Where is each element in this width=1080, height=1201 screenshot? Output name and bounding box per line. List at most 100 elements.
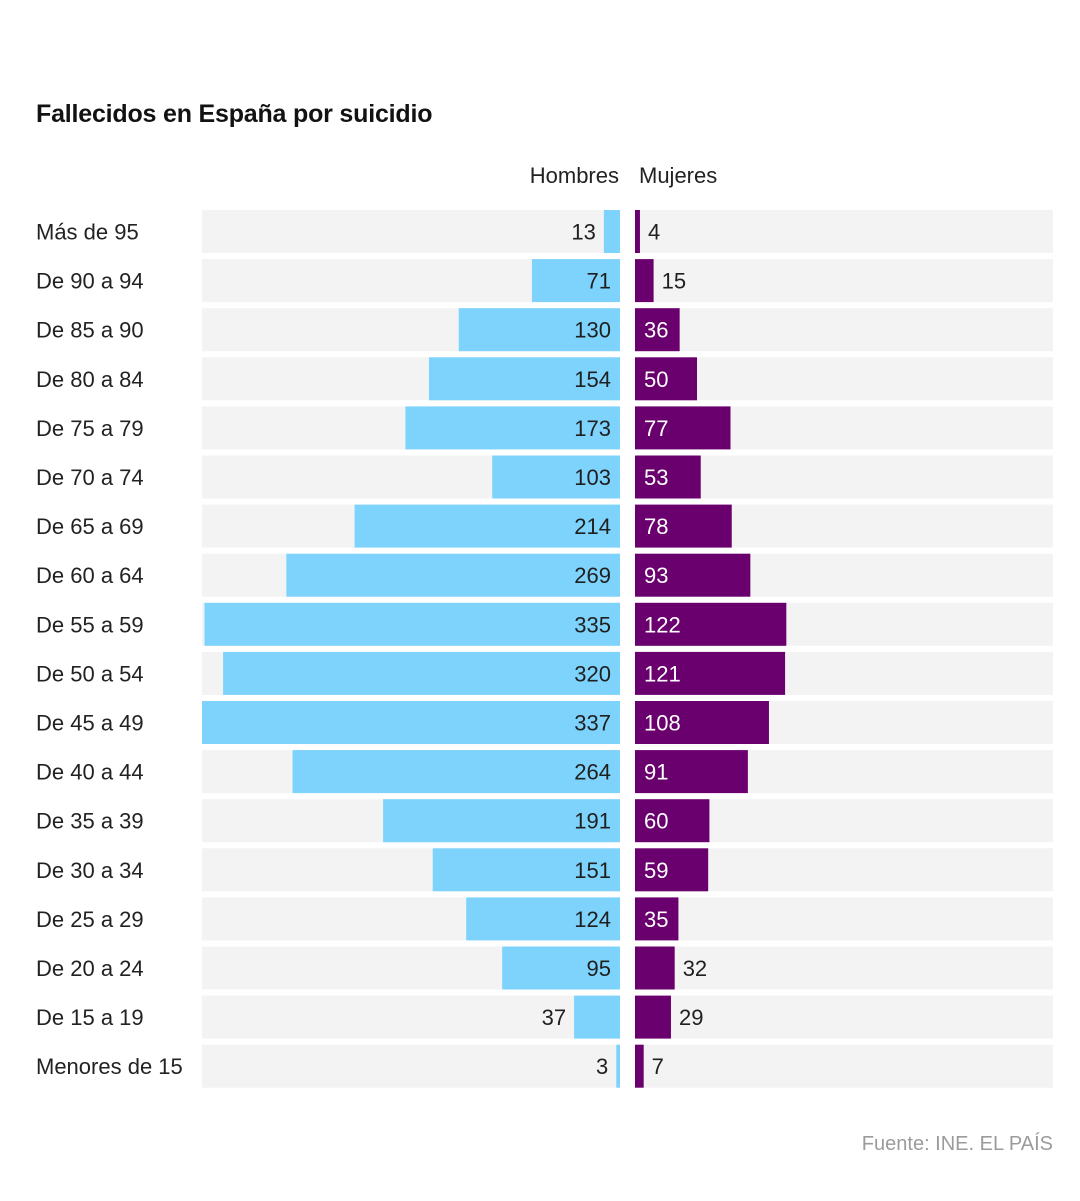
- value-label-mujeres: 4: [648, 220, 660, 245]
- center-gap: [620, 848, 635, 892]
- category-label: De 85 a 90: [36, 318, 144, 343]
- bar-hombres: [204, 602, 620, 646]
- value-label-mujeres: 78: [644, 514, 668, 539]
- bar-mujeres: [635, 602, 787, 646]
- bar-mujeres: [635, 210, 640, 253]
- center-gap: [620, 651, 635, 695]
- bar-mujeres: [635, 308, 680, 352]
- bar-hombres: [292, 750, 620, 794]
- value-label-mujeres: 108: [644, 711, 681, 736]
- chart-row: De 30 a 34 151 59: [36, 848, 1053, 892]
- bar-mujeres: [635, 897, 679, 941]
- value-label-hombres: 151: [574, 858, 611, 883]
- chart-row: De 50 a 54 320 121: [36, 651, 1053, 695]
- center-gap: [620, 1044, 635, 1088]
- chart-title: Fallecidos en España por suicidio: [36, 100, 433, 128]
- center-gap: [620, 946, 635, 990]
- value-label-hombres: 264: [574, 760, 611, 785]
- chart-row: De 15 a 19 37 29: [36, 995, 1053, 1039]
- value-label-mujeres: 59: [644, 858, 668, 883]
- value-label-hombres: 154: [574, 367, 611, 392]
- category-label: De 70 a 74: [36, 465, 144, 490]
- chart-row: De 55 a 59 335 122: [36, 602, 1053, 646]
- category-label: De 40 a 44: [36, 760, 144, 785]
- chart-row: De 45 a 49 337 108: [36, 701, 1053, 744]
- value-label-mujeres: 15: [662, 269, 686, 294]
- value-label-hombres: 320: [574, 661, 611, 686]
- center-gap: [620, 553, 635, 597]
- value-label-hombres: 37: [542, 1005, 566, 1030]
- bar-mujeres: [635, 799, 710, 843]
- value-label-hombres: 71: [587, 269, 611, 294]
- chart-row: De 85 a 90 130 36: [36, 308, 1053, 352]
- value-label-hombres: 214: [574, 514, 611, 539]
- bar-mujeres: [635, 504, 732, 548]
- bar-mujeres: [635, 750, 748, 794]
- chart-row: De 65 a 69 214 78: [36, 504, 1053, 548]
- bar-hombres: [574, 995, 620, 1039]
- value-label-hombres: 3: [596, 1054, 608, 1079]
- center-gap: [620, 357, 635, 401]
- value-label-hombres: 337: [574, 711, 611, 736]
- category-label: De 55 a 59: [36, 612, 144, 637]
- category-label: De 80 a 84: [36, 367, 144, 392]
- chart-row: Menores de 15 3 7: [36, 1044, 1053, 1088]
- chart-row: De 75 a 79 173 77: [36, 406, 1053, 450]
- legend-women: Mujeres: [639, 163, 718, 188]
- chart-row: De 80 a 84 154 50: [36, 357, 1053, 401]
- center-gap: [620, 210, 635, 253]
- bar-hombres: [286, 553, 620, 597]
- value-label-mujeres: 91: [644, 760, 668, 785]
- value-label-mujeres: 32: [683, 956, 707, 981]
- value-label-mujeres: 35: [644, 907, 668, 932]
- value-label-mujeres: 77: [644, 416, 668, 441]
- bar-hombres: [502, 946, 620, 990]
- chart-row: De 25 a 29 124 35: [36, 897, 1053, 941]
- center-gap: [620, 308, 635, 352]
- value-label-hombres: 130: [574, 318, 611, 343]
- category-label: De 30 a 34: [36, 858, 144, 883]
- bar-mujeres: [635, 995, 671, 1039]
- bar-mujeres: [635, 259, 654, 303]
- bar-hombres: [428, 357, 620, 401]
- chart-row: De 60 a 64 269 93: [36, 553, 1053, 597]
- center-gap: [620, 455, 635, 499]
- center-gap: [620, 701, 635, 744]
- source-note: Fuente: INE. EL PAÍS: [861, 1133, 1053, 1155]
- bar-hombres: [466, 897, 620, 941]
- bar-mujeres: [635, 1044, 644, 1088]
- category-label: De 25 a 29: [36, 907, 144, 932]
- bar-mujeres: [635, 357, 698, 401]
- value-label-hombres: 95: [587, 956, 611, 981]
- bar-mujeres: [635, 406, 731, 450]
- center-gap: [620, 799, 635, 843]
- center-gap: [620, 504, 635, 548]
- bar-hombres: [616, 1044, 620, 1088]
- bar-hombres: [223, 651, 620, 695]
- center-gap: [620, 897, 635, 941]
- bar-hombres: [432, 848, 620, 892]
- center-gap: [620, 750, 635, 794]
- value-label-mujeres: 53: [644, 465, 668, 490]
- value-label-mujeres: 29: [679, 1005, 703, 1030]
- value-label-hombres: 191: [574, 809, 611, 834]
- category-label: De 50 a 54: [36, 661, 144, 686]
- legend-men: Hombres: [529, 163, 619, 188]
- value-label-mujeres: 93: [644, 563, 668, 588]
- chart-row: De 40 a 44 264 91: [36, 750, 1053, 794]
- bar-hombres: [202, 701, 620, 744]
- bar-hombres: [354, 504, 620, 548]
- bar-mujeres: [635, 701, 769, 744]
- bar-mujeres: [635, 455, 701, 499]
- value-label-mujeres: 36: [644, 318, 668, 343]
- category-label: De 20 a 24: [36, 956, 144, 981]
- bar-hombres: [383, 799, 620, 843]
- bar-mujeres: [635, 946, 675, 990]
- category-label: De 15 a 19: [36, 1005, 144, 1030]
- value-label-mujeres: 7: [652, 1054, 664, 1079]
- bar-hombres: [531, 259, 620, 303]
- chart-row: De 20 a 24 95 32: [36, 946, 1053, 990]
- value-label-hombres: 173: [574, 416, 611, 441]
- value-label-hombres: 335: [574, 612, 611, 637]
